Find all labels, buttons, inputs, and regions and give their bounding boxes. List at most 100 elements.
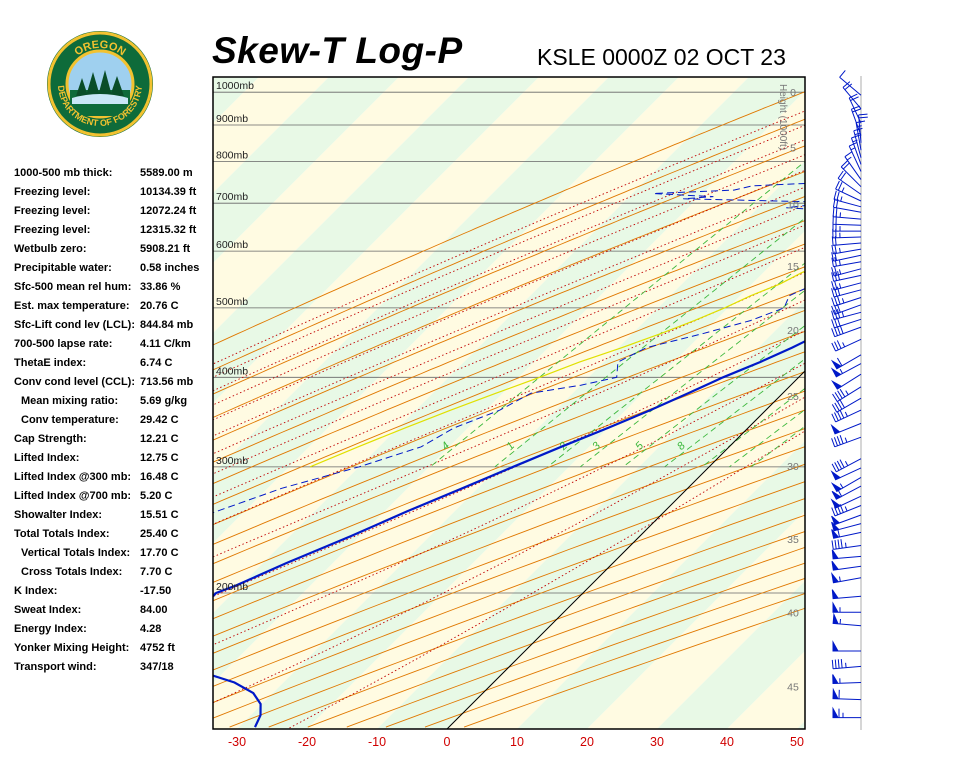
- wind-barb: [830, 422, 862, 435]
- index-value: 5.20 C: [140, 490, 173, 502]
- isotherm-band: [797, 721, 805, 729]
- dry-adiabat: [213, 91, 805, 346]
- wind-barb: [858, 113, 868, 143]
- index-label: Mean mixing ratio:: [21, 395, 119, 407]
- index-label: K Index:: [14, 585, 58, 597]
- index-value: 347/18: [140, 661, 174, 673]
- wind-barb: [833, 190, 862, 208]
- index-value: 713.56 mb: [140, 376, 194, 388]
- moist-adiabat: [213, 246, 805, 498]
- wind-barb: [835, 180, 862, 202]
- temperature-tick-label: 40: [720, 735, 734, 749]
- index-label: Freezing level:: [14, 186, 91, 198]
- index-label: Sfc-Lift cond lev (LCL):: [14, 319, 135, 331]
- dry-adiabat: [213, 390, 805, 620]
- index-value: 12315.32 ft: [140, 224, 197, 236]
- isotherm-band: [657, 581, 805, 729]
- dry-adiabat: [213, 171, 805, 418]
- pressure-label: 200mb: [216, 581, 248, 593]
- wind-barb: [831, 458, 862, 473]
- index-value: 10134.39 ft: [140, 186, 197, 198]
- moist-adiabat: [213, 169, 805, 421]
- temperature-tick-label: -20: [298, 735, 316, 749]
- station-time-label: KSLE 0000Z 02 OCT 23: [537, 44, 786, 70]
- wind-barb: [840, 160, 862, 188]
- index-value: 84.00: [140, 604, 168, 616]
- dry-adiabat: [213, 195, 805, 441]
- isotherm-band: [213, 91, 805, 729]
- wind-barb: [831, 560, 862, 571]
- wind-barb: [830, 467, 862, 481]
- index-value: 20.76 C: [140, 300, 179, 312]
- index-label: Transport wind:: [14, 661, 97, 673]
- wind-barb: [831, 325, 862, 338]
- index-value: -17.50: [140, 585, 172, 597]
- index-value: 12072.24 ft: [140, 205, 197, 217]
- height-tick-label: 35: [787, 534, 799, 546]
- wind-barb: [831, 257, 862, 268]
- chart-title: Skew-T Log-P: [212, 30, 463, 71]
- index-label: Conv temperature:: [21, 414, 119, 426]
- index-value: 15.51 C: [140, 509, 179, 521]
- wind-barb: [831, 295, 862, 307]
- index-label: Yonker Mixing Height:: [14, 642, 130, 654]
- index-label: 1000-500 mb thick:: [14, 167, 113, 179]
- index-value: 5589.00 m: [140, 167, 193, 179]
- temperature-tick-label: 50: [790, 735, 804, 749]
- temperature-tick-label: 30: [650, 735, 664, 749]
- isotherm-band: [517, 441, 805, 729]
- index-value: 17.70 C: [140, 547, 179, 559]
- wind-barbs: [830, 70, 868, 730]
- wind-barb: [832, 386, 862, 403]
- dry-adiabat: [213, 409, 805, 637]
- temperature-tick-label: 20: [580, 735, 594, 749]
- height-tick-label: 30: [787, 461, 799, 473]
- pressure-label: 800mb: [216, 150, 248, 162]
- height-tick-label: 5: [790, 143, 796, 155]
- zero-isotherm-line: [446, 370, 805, 729]
- index-label: Energy Index:: [14, 623, 87, 635]
- wind-barb: [831, 280, 862, 291]
- wind-barb: [831, 435, 862, 448]
- wind-barb: [831, 659, 862, 670]
- temperature-tick-label: 10: [510, 735, 524, 749]
- index-label: Sweat Index:: [14, 604, 82, 616]
- dry-adiabat: [213, 481, 805, 703]
- logo-top-text: OREGON: [72, 39, 127, 59]
- wind-barb: [831, 397, 862, 413]
- height-tick-label: 15: [787, 261, 799, 273]
- wind-barb: [831, 266, 862, 277]
- wind-barb: [837, 170, 862, 195]
- wind-barb: [831, 338, 862, 352]
- wind-barb: [831, 373, 862, 390]
- dry-adiabat: [213, 288, 805, 526]
- wind-barb: [832, 687, 862, 701]
- wind-barb: [853, 127, 863, 158]
- wind-barb: [832, 228, 862, 239]
- dry-adiabat: [213, 351, 805, 583]
- dry-adiabat: [213, 266, 805, 505]
- dry-adiabat: [213, 309, 805, 545]
- index-value: 5.69 g/kg: [140, 395, 188, 407]
- wind-barb: [830, 476, 862, 493]
- index-label: Sfc-500 mean rel hum:: [14, 281, 132, 293]
- moist-adiabat: [213, 224, 805, 475]
- wind-barb: [830, 363, 862, 378]
- wind-barb: [844, 151, 862, 180]
- wind-barb: [831, 549, 862, 560]
- index-value: 16.48 C: [140, 471, 179, 483]
- index-value: 6.74 C: [140, 357, 173, 369]
- dry-adiabat: [213, 446, 805, 671]
- isotherm-band: [0, 77, 119, 729]
- wind-barb: [831, 514, 862, 526]
- index-label: Precipitable water:: [14, 262, 112, 274]
- dry-adiabat: [213, 220, 805, 463]
- dry-adiabat: [213, 371, 805, 602]
- wind-barb: [831, 303, 862, 315]
- wind-barb: [831, 271, 862, 282]
- wind-barb: [832, 674, 862, 685]
- index-label: Est. max temperature:: [14, 300, 130, 312]
- height-tick-label: 25: [787, 391, 799, 403]
- wind-barb: [831, 539, 862, 550]
